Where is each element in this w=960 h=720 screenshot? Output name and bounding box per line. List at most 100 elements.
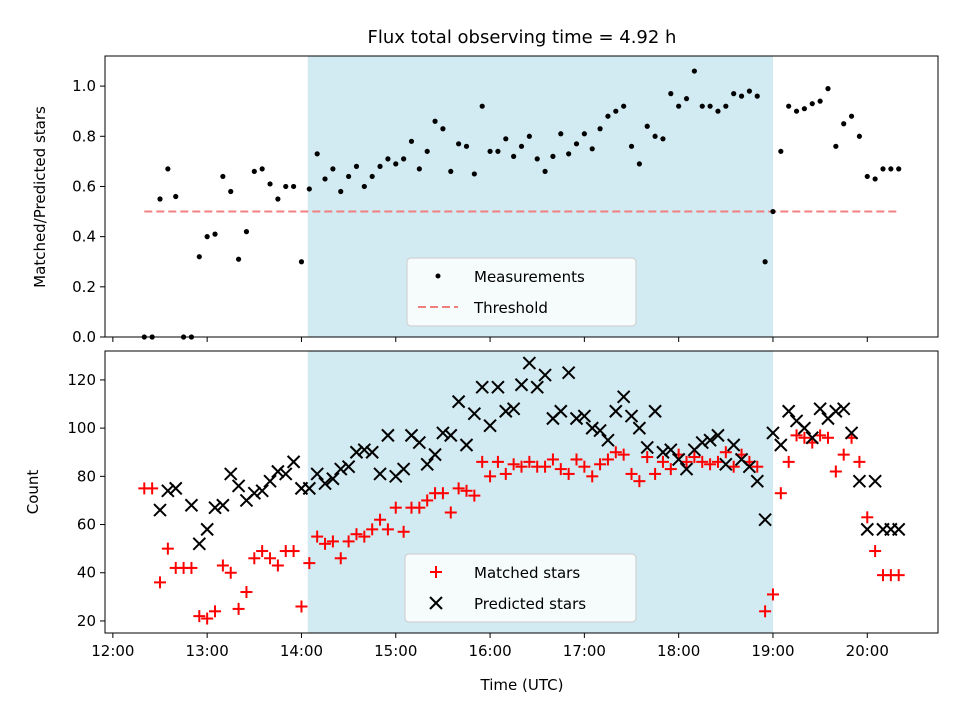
measurement-point bbox=[196, 254, 202, 260]
measurement-point bbox=[573, 141, 580, 147]
predicted-star-point bbox=[742, 459, 757, 474]
matched-star-point bbox=[704, 458, 717, 471]
measurement-point bbox=[416, 166, 422, 172]
measurement-point bbox=[597, 126, 603, 132]
top-legend: Measurements Threshold bbox=[406, 257, 637, 327]
matched-star-point bbox=[476, 455, 489, 468]
bottom-marks bbox=[138, 356, 906, 625]
predicted-star-point bbox=[184, 498, 199, 512]
matched-star-point bbox=[790, 429, 803, 442]
measurement-point bbox=[495, 148, 501, 154]
measurement-point bbox=[793, 108, 800, 114]
matched-star-point bbox=[287, 545, 300, 558]
predicted-star-point bbox=[200, 522, 214, 537]
predicted-star-point bbox=[632, 421, 647, 435]
predicted-star-point bbox=[412, 435, 427, 450]
predicted-star-point bbox=[224, 467, 238, 481]
top-legend-box bbox=[406, 257, 637, 327]
measurement-point bbox=[896, 166, 902, 172]
predicted-star-point bbox=[467, 406, 482, 421]
predicted-star-point bbox=[813, 402, 827, 416]
measurement-point bbox=[440, 126, 446, 132]
measurement-point bbox=[636, 161, 642, 167]
predicted-star-point bbox=[648, 404, 662, 418]
measurement-point bbox=[479, 103, 485, 109]
predicted-star-point bbox=[451, 394, 466, 409]
measurement-point bbox=[660, 136, 666, 142]
predicted-star-point bbox=[593, 423, 607, 438]
x-tick-label: 17:00 bbox=[563, 642, 606, 660]
predicted-star-point bbox=[349, 445, 364, 459]
measurement-point bbox=[361, 183, 367, 190]
predicted-star-point bbox=[868, 474, 882, 488]
matched-star-point bbox=[224, 566, 237, 579]
bottom-legend-box bbox=[404, 553, 637, 623]
predicted-star-point bbox=[844, 426, 859, 440]
matched-star-point bbox=[617, 448, 630, 461]
matched-star-point bbox=[468, 489, 481, 502]
measurement-point bbox=[856, 133, 863, 139]
measurement-point bbox=[534, 156, 540, 162]
measurement-point bbox=[243, 229, 250, 235]
top-y-tick-label: 0.2 bbox=[72, 278, 96, 296]
predicted-star-point bbox=[530, 380, 544, 394]
matched-star-point bbox=[641, 451, 654, 464]
measurement-point bbox=[676, 103, 682, 109]
measurement-point bbox=[408, 138, 415, 144]
measurement-point bbox=[786, 103, 792, 109]
matched-star-point bbox=[782, 455, 795, 468]
measurement-point bbox=[353, 163, 360, 169]
bottom-y-tick-label: 80 bbox=[77, 467, 96, 485]
matched-star-point bbox=[240, 586, 253, 599]
measurement-point bbox=[841, 121, 847, 127]
predicted-star-point bbox=[475, 380, 489, 394]
measurement-point bbox=[589, 146, 595, 152]
predicted-star-point bbox=[483, 419, 497, 433]
measurement-point bbox=[746, 88, 752, 94]
measurement-point bbox=[731, 91, 737, 97]
measurement-point bbox=[801, 106, 808, 112]
measurement-point bbox=[346, 173, 352, 180]
predicted-star-point bbox=[318, 476, 332, 491]
measurement-point bbox=[251, 168, 257, 175]
bottom-y-tick-label: 100 bbox=[67, 419, 96, 437]
predicted-star-point bbox=[766, 426, 780, 440]
measurement-point bbox=[770, 208, 776, 215]
x-tick-label: 13:00 bbox=[186, 642, 229, 660]
matched-star-point bbox=[216, 559, 229, 572]
measurement-point bbox=[754, 93, 760, 99]
predicted-star-point bbox=[640, 440, 654, 455]
matched-star-point bbox=[649, 467, 662, 480]
predicted-star-point bbox=[326, 472, 340, 486]
matched-star-point bbox=[829, 465, 842, 478]
x-tick-label: 14:00 bbox=[280, 642, 323, 660]
matched-star-point bbox=[342, 535, 355, 548]
matched-star-point bbox=[633, 475, 646, 488]
measurement-point bbox=[212, 231, 218, 237]
predicted-star-point bbox=[522, 356, 537, 370]
predicted-star-point bbox=[538, 368, 552, 382]
measurement-point bbox=[401, 156, 407, 162]
measurement-point bbox=[322, 176, 328, 182]
top-y-tick-label: 0.8 bbox=[72, 127, 96, 145]
matched-star-point bbox=[680, 455, 693, 468]
predicted-star-point bbox=[852, 474, 867, 488]
matched-star-point bbox=[193, 610, 206, 623]
measurement-point bbox=[228, 188, 234, 195]
bottom-panel: 20 40 60 80 100 120 12:00 13:00 14:00 15:00 16:00… bbox=[24, 350, 939, 694]
x-tick-label: 19:00 bbox=[751, 642, 794, 660]
predicted-star-point bbox=[302, 481, 317, 496]
legend-label-matched-stars: Matched stars bbox=[474, 564, 580, 582]
matched-star-point bbox=[594, 458, 607, 471]
matched-star-point bbox=[256, 545, 269, 558]
matched-star-point bbox=[185, 561, 198, 574]
measurement-point bbox=[550, 153, 556, 159]
measurement-point bbox=[291, 183, 297, 190]
measurement-point bbox=[644, 123, 650, 129]
matched-star-point bbox=[515, 460, 528, 473]
measurement-point bbox=[314, 151, 320, 157]
predicted-star-point bbox=[656, 445, 670, 459]
predicted-star-point bbox=[860, 522, 874, 537]
bottom-y-ticks: 20 40 60 80 100 120 bbox=[67, 371, 105, 630]
